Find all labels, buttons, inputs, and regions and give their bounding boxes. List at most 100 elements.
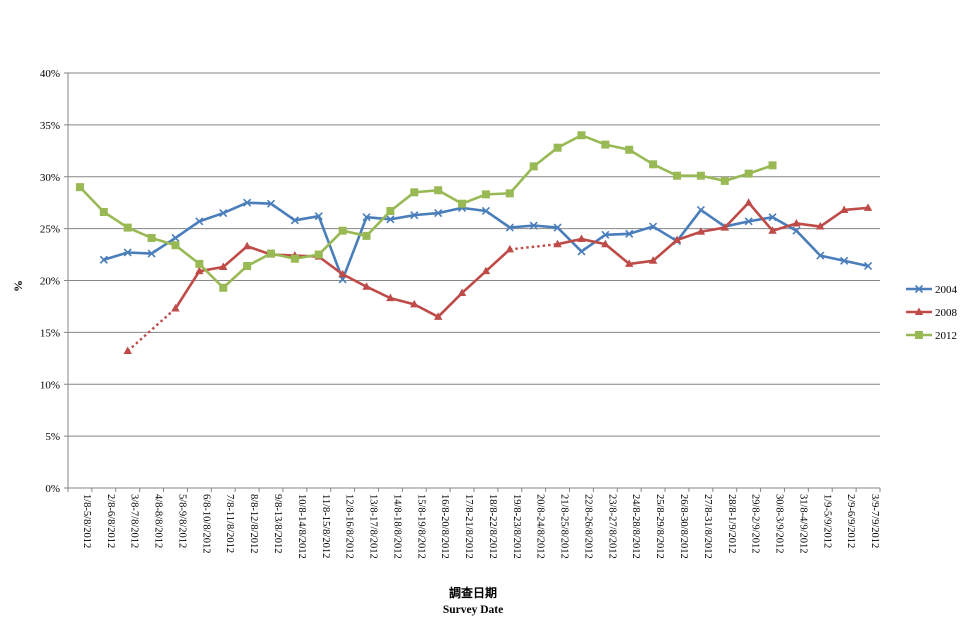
x-tick-label: 12/8-16/8/2012 xyxy=(344,494,355,559)
data-point-triangle-marker xyxy=(768,226,777,234)
data-point-triangle-marker xyxy=(410,299,419,308)
x-axis-label-english: Survey Date xyxy=(443,604,503,616)
x-tick-label: 10/8-14/8/2012 xyxy=(296,494,307,559)
gridlines xyxy=(68,72,880,437)
data-point-square-marker xyxy=(577,131,586,140)
series-line-segment xyxy=(699,226,727,234)
data-point-x-marker xyxy=(362,213,371,222)
series-line-segment xyxy=(389,213,416,221)
x-tick-label: 7/8-11/8/2012 xyxy=(224,494,235,553)
data-point-square-marker xyxy=(123,223,132,232)
y-tick-label: 35% xyxy=(40,120,60,132)
x-tick-label: 1/8-5/8/2012 xyxy=(81,494,92,548)
data-point-x-marker xyxy=(481,206,491,216)
data-point-triangle-marker xyxy=(553,239,562,248)
series-line-segment xyxy=(747,215,774,223)
series-line-segment xyxy=(102,251,130,262)
data-point-x-marker xyxy=(601,230,610,239)
data-point-triangle-marker xyxy=(720,223,729,231)
series-line-segment xyxy=(174,269,201,310)
data-point-square-marker xyxy=(720,176,729,185)
data-point-x-marker xyxy=(219,208,228,218)
x-tick-label: 5/8-9/8/2012 xyxy=(176,494,187,548)
data-point-x-marker xyxy=(768,213,777,222)
series-line-segment xyxy=(484,209,512,229)
data-point-x-marker xyxy=(266,199,276,208)
data-point-triangle-marker xyxy=(481,266,491,275)
data-point-square-marker xyxy=(386,206,395,215)
data-point-triangle-marker xyxy=(577,234,586,242)
data-point-triangle-marker xyxy=(914,307,924,315)
y-axis-ticks: 0% 5% 10% 15% 20% 25% 30% 35% 40% xyxy=(40,68,69,495)
data-point-square-marker xyxy=(696,171,705,180)
x-tick-label: 31/8-4/9/2012 xyxy=(797,494,808,554)
data-point-x-marker xyxy=(840,256,849,265)
series-line-segment xyxy=(604,242,631,266)
x-tick-label: 18/8-22/8/2012 xyxy=(487,494,498,559)
data-point-square-marker xyxy=(290,254,299,263)
series-line-segment xyxy=(78,185,106,214)
y-tick-label: 30% xyxy=(40,172,60,184)
y-tick-label: 40% xyxy=(40,68,60,80)
y-tick-label: 25% xyxy=(40,224,60,236)
data-point-x-marker xyxy=(123,248,132,257)
series-line-segment xyxy=(580,233,607,253)
x-tick-label: 28/8-1/9/2012 xyxy=(726,494,737,554)
data-point-square-marker xyxy=(625,145,634,154)
series-line-segment xyxy=(412,211,440,217)
data-point-square-marker xyxy=(434,186,443,195)
series-line-segment xyxy=(221,244,249,269)
data-point-x-marker xyxy=(625,229,634,238)
data-point-square-marker xyxy=(768,161,777,170)
data-point-x-marker xyxy=(816,251,825,260)
data-point-square-marker xyxy=(75,183,84,192)
x-tick-label: 11/8-15/8/2012 xyxy=(320,494,331,558)
series-line-segment xyxy=(771,222,798,232)
series-line-segment xyxy=(460,269,488,295)
series-line-segment xyxy=(651,225,679,243)
data-point-triangle-marker xyxy=(338,269,347,278)
x-tick-label: 4/8-8/8/2012 xyxy=(153,494,164,548)
x-tick-label: 17/8-21/8/2012 xyxy=(463,494,474,559)
series-line-segment xyxy=(556,237,583,246)
data-point-x-marker xyxy=(553,223,562,232)
series-line-segment xyxy=(341,215,368,281)
series-line-segment xyxy=(675,208,703,243)
data-point-x-marker xyxy=(195,217,204,226)
data-point-triangle-marker xyxy=(863,203,873,211)
data-point-triangle-marker xyxy=(625,259,634,267)
series-line-segment xyxy=(627,259,655,266)
data-point-triangle-marker xyxy=(433,312,443,320)
data-point-triangle-marker xyxy=(242,241,252,250)
data-point-triangle-marker xyxy=(839,205,849,213)
x-tick-label: 15/8-19/8/2012 xyxy=(415,494,426,559)
x-tick-label: 27/8-31/8/2012 xyxy=(702,494,713,559)
series-line-segment xyxy=(221,201,249,215)
series-line-segment xyxy=(771,215,798,232)
series-line-segment xyxy=(389,296,416,306)
data-point-triangle-marker xyxy=(648,256,658,264)
data-point-x-marker xyxy=(505,223,514,232)
data-point-square-marker xyxy=(505,189,514,198)
x-tick-label: 29/8-2/9/2012 xyxy=(750,494,761,554)
series-line-segment xyxy=(795,222,822,228)
data-point-square-marker xyxy=(243,261,252,270)
data-point-triangle-marker xyxy=(195,266,204,275)
legend-label: 2008 xyxy=(935,307,958,319)
data-point-x-marker xyxy=(792,226,801,235)
data-point-triangle-marker xyxy=(672,235,682,244)
y-tick-label: 0% xyxy=(45,483,60,495)
data-point-square-marker xyxy=(171,241,180,250)
series-dotted-segment xyxy=(126,307,177,352)
data-point-triangle-marker xyxy=(457,288,467,296)
data-point-square-marker xyxy=(744,169,753,178)
series-line-segment xyxy=(795,229,822,257)
data-point-triangle-marker xyxy=(696,227,706,235)
data-point-square-marker xyxy=(601,140,610,149)
series-line-segment xyxy=(604,232,631,237)
series-line-segment xyxy=(436,206,464,215)
series-line-segment xyxy=(317,214,344,281)
x-tick-label: 16/8-20/8/2012 xyxy=(439,494,450,559)
series-line-segment xyxy=(508,165,536,195)
